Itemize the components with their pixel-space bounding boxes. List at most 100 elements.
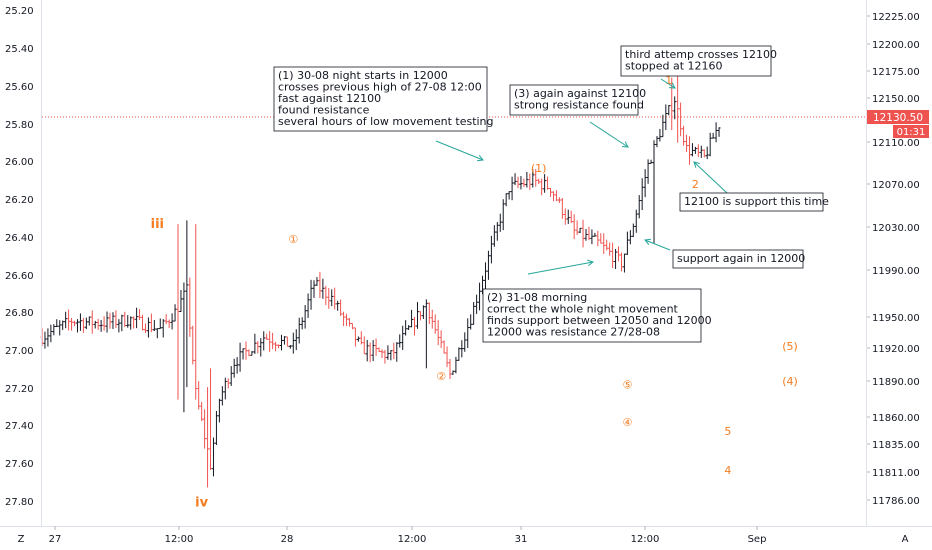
ohlc-bar [200,401,204,422]
right-axis-tick: 11890.00 [872,377,920,388]
ohlc-bar [67,309,71,331]
ohlc-bar [117,319,121,333]
ohlc-bar [685,134,689,152]
auto-scale-button[interactable]: A [902,534,909,545]
right-axis[interactable]: 12225.00 12200.00 12175.00 12150.00 12110.00… [866,12,920,507]
ohlc-bar [608,242,612,256]
ohlc-bar [353,327,357,347]
ohlc-bar [152,320,156,331]
time-axis[interactable]: 27 12:00 28 12:00 31 12:00 Sep [49,526,767,545]
ohlc-bar [498,213,502,232]
ohlc-bar [625,231,629,256]
annotation-line: third attemp crosses 12100 [625,48,777,61]
ohlc-bar [300,317,304,330]
ohlc-bar [336,300,340,311]
left-axis-tick: 26.80 [5,308,34,319]
ohlc-bar [250,351,254,356]
right-axis-tick: 12030.00 [872,223,920,234]
ohlc-bar [581,219,585,248]
ohlc-bar [557,197,561,204]
left-axis-tick: 25.80 [5,120,34,131]
time-axis-tick: 27 [49,534,62,545]
annotation-line: correct the whole night movement [487,303,679,316]
ohlc-bar [640,178,644,211]
ohlc-bar [687,136,691,165]
left-axis-tick: 26.00 [5,157,34,168]
ohlc-bar [217,398,221,423]
ohlc-bar [209,368,213,470]
ohlc-bar [551,191,555,202]
ohlc-bar [661,114,665,138]
annotation-box[interactable]: support again in 12000 [672,249,805,269]
timezone-button[interactable]: Z [18,534,25,545]
ohlc-bar [454,356,458,374]
ohlc-bar [664,104,668,131]
ohlc-bar [537,178,541,185]
ohlc-bar [554,190,558,201]
ohlc-bar [483,262,487,290]
right-axis-tick: 12070.00 [872,180,920,191]
ohlc-bar [167,319,171,329]
annotation-line: (3) again against 12100 [514,87,646,100]
ohlc-bar [522,178,526,188]
ohlc-bar [297,317,301,344]
ohlc-bar [460,340,464,358]
ohlc-bar [466,318,470,349]
ohlc-bar [277,344,281,349]
ohlc-bar [504,193,508,207]
ohlc-bar [126,315,130,328]
ohlc-bar [472,302,476,325]
time-axis-tick: 31 [515,534,528,545]
ohlc-bar [365,339,369,362]
ohlc-bar [46,328,50,347]
ohlc-bar [395,342,399,362]
ohlc-bar [179,289,183,312]
annotation-arrow [693,161,728,194]
ohlc-bar [93,320,97,329]
left-axis[interactable]: 25.20 25.40 25.60 25.80 26.00 26.20 26.40 26.60… [5,6,34,508]
ohlc-bar [590,229,594,245]
ohlc-bar [81,317,85,333]
ohlc-bar [132,316,136,329]
annotation-line: several hours of low movement testing [278,115,494,128]
ohlc-bar [282,336,286,345]
ohlc-bar [285,336,289,347]
wave-label: 5 [724,425,731,438]
ohlc-bar [206,387,210,488]
ohlc-bar [306,293,310,319]
ohlc-bar [259,338,263,357]
ohlc-bar [342,311,346,327]
ohlc-bar [188,277,192,337]
ohlc-bar [572,214,576,240]
ohlc-bar [380,349,384,358]
left-axis-tick: 25.60 [5,82,34,93]
ohlc-bar [197,381,201,410]
annotation-box[interactable]: 12100 is support this time [679,192,829,212]
ohlc-bar [75,319,79,333]
ohlc-bar [463,332,467,352]
ohlc-bar [149,313,153,333]
ohlc-bar [288,345,292,349]
ohlc-bar [622,253,626,273]
right-axis-tick: 12175.00 [872,67,920,78]
ohlc-bar [123,311,127,328]
ohlc-bar [191,325,195,365]
annotation-arrow [644,238,671,251]
ohlc-bar [593,232,597,237]
right-axis-tick: 11860.00 [872,413,920,424]
ohlc-bar [643,169,647,198]
annotation-arrow [589,121,629,148]
annotation-arrows [435,78,728,275]
ohlc-bar [563,208,567,225]
ohlc-bar [211,437,215,477]
ohlc-bar [457,347,461,361]
ohlc-bar [617,246,621,262]
ohlc-bar [676,67,680,143]
